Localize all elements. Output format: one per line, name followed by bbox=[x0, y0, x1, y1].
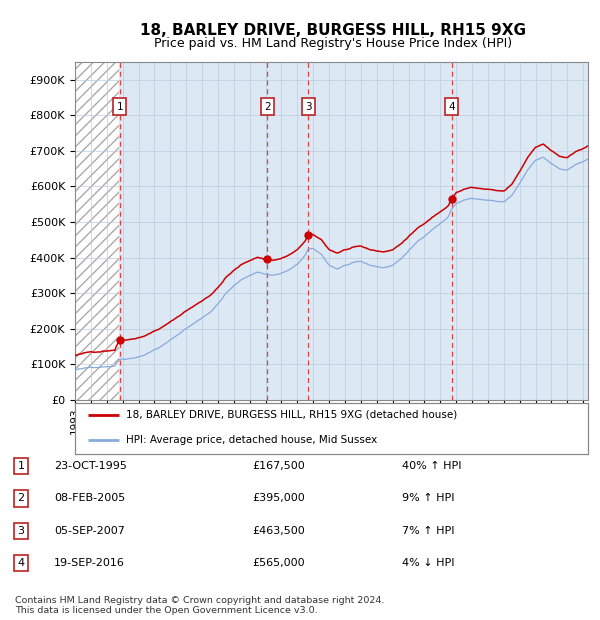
Text: 3: 3 bbox=[17, 526, 25, 536]
Text: 4: 4 bbox=[17, 558, 25, 568]
Text: 18, BARLEY DRIVE, BURGESS HILL, RH15 9XG (detached house): 18, BARLEY DRIVE, BURGESS HILL, RH15 9XG… bbox=[127, 410, 458, 420]
Text: 23-OCT-1995: 23-OCT-1995 bbox=[54, 461, 127, 471]
Text: 2: 2 bbox=[264, 102, 271, 112]
Text: HPI: Average price, detached house, Mid Sussex: HPI: Average price, detached house, Mid … bbox=[127, 435, 377, 445]
Text: £565,000: £565,000 bbox=[252, 558, 305, 568]
Text: 1: 1 bbox=[17, 461, 25, 471]
Bar bbox=[75, 62, 119, 400]
Text: Price paid vs. HM Land Registry's House Price Index (HPI): Price paid vs. HM Land Registry's House … bbox=[154, 37, 512, 50]
Text: 08-FEB-2005: 08-FEB-2005 bbox=[54, 494, 125, 503]
Text: 3: 3 bbox=[305, 102, 311, 112]
Text: £463,500: £463,500 bbox=[252, 526, 305, 536]
Text: 18, BARLEY DRIVE, BURGESS HILL, RH15 9XG: 18, BARLEY DRIVE, BURGESS HILL, RH15 9XG bbox=[140, 23, 526, 38]
Text: 40% ↑ HPI: 40% ↑ HPI bbox=[402, 461, 461, 471]
Text: 9% ↑ HPI: 9% ↑ HPI bbox=[402, 494, 455, 503]
Text: 19-SEP-2016: 19-SEP-2016 bbox=[54, 558, 125, 568]
Text: 2: 2 bbox=[17, 494, 25, 503]
Text: 1: 1 bbox=[116, 102, 123, 112]
Text: £395,000: £395,000 bbox=[252, 494, 305, 503]
Text: Contains HM Land Registry data © Crown copyright and database right 2024.
This d: Contains HM Land Registry data © Crown c… bbox=[15, 596, 385, 615]
Text: 4% ↓ HPI: 4% ↓ HPI bbox=[402, 558, 455, 568]
Text: 05-SEP-2007: 05-SEP-2007 bbox=[54, 526, 125, 536]
Text: £167,500: £167,500 bbox=[252, 461, 305, 471]
Text: 7% ↑ HPI: 7% ↑ HPI bbox=[402, 526, 455, 536]
Text: 4: 4 bbox=[448, 102, 455, 112]
